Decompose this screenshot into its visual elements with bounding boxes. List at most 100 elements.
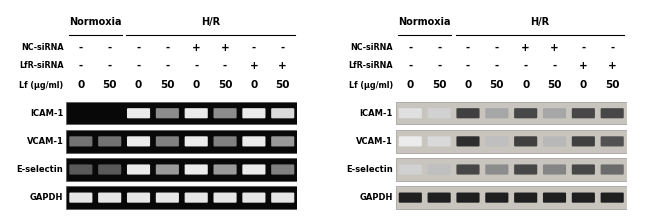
FancyBboxPatch shape bbox=[457, 192, 479, 203]
Text: +: + bbox=[278, 61, 287, 71]
Text: -: - bbox=[523, 61, 528, 71]
FancyBboxPatch shape bbox=[572, 192, 595, 203]
Text: -: - bbox=[79, 43, 83, 53]
FancyBboxPatch shape bbox=[242, 136, 266, 146]
FancyBboxPatch shape bbox=[242, 164, 266, 175]
Text: +: + bbox=[192, 43, 201, 53]
FancyBboxPatch shape bbox=[514, 192, 537, 203]
Text: Lf (μg/ml): Lf (μg/ml) bbox=[19, 81, 63, 90]
FancyBboxPatch shape bbox=[485, 164, 508, 175]
FancyBboxPatch shape bbox=[127, 136, 150, 146]
FancyBboxPatch shape bbox=[457, 136, 479, 146]
Text: -: - bbox=[408, 43, 412, 53]
FancyBboxPatch shape bbox=[514, 164, 537, 175]
FancyBboxPatch shape bbox=[213, 108, 236, 118]
FancyBboxPatch shape bbox=[428, 108, 451, 118]
FancyBboxPatch shape bbox=[485, 192, 508, 203]
Text: -: - bbox=[495, 43, 499, 53]
FancyBboxPatch shape bbox=[601, 192, 624, 203]
Text: -: - bbox=[280, 43, 285, 53]
FancyBboxPatch shape bbox=[69, 192, 92, 203]
FancyBboxPatch shape bbox=[69, 136, 92, 146]
Text: VCAM-1: VCAM-1 bbox=[26, 137, 63, 146]
Text: Normoxia: Normoxia bbox=[69, 17, 121, 27]
Bar bbox=[396, 130, 627, 153]
FancyBboxPatch shape bbox=[127, 164, 150, 175]
Text: E-selectin: E-selectin bbox=[346, 165, 393, 174]
Text: 50: 50 bbox=[275, 80, 290, 90]
FancyBboxPatch shape bbox=[156, 192, 179, 203]
Text: -: - bbox=[194, 61, 198, 71]
FancyBboxPatch shape bbox=[399, 108, 422, 118]
Text: +: + bbox=[521, 43, 530, 53]
Bar bbox=[396, 186, 627, 209]
Bar bbox=[67, 130, 297, 153]
FancyBboxPatch shape bbox=[572, 136, 595, 146]
Text: -: - bbox=[165, 61, 169, 71]
Text: -: - bbox=[437, 61, 441, 71]
FancyBboxPatch shape bbox=[98, 192, 121, 203]
Text: -: - bbox=[136, 61, 141, 71]
FancyBboxPatch shape bbox=[156, 136, 179, 146]
Bar bbox=[396, 102, 627, 124]
Text: 0: 0 bbox=[522, 80, 529, 90]
Text: +: + bbox=[579, 61, 588, 71]
Text: -: - bbox=[466, 43, 470, 53]
FancyBboxPatch shape bbox=[514, 108, 537, 118]
Text: +: + bbox=[608, 61, 616, 71]
FancyBboxPatch shape bbox=[69, 164, 92, 175]
Text: -: - bbox=[223, 61, 227, 71]
FancyBboxPatch shape bbox=[543, 136, 566, 146]
Text: LfR-siRNA: LfR-siRNA bbox=[19, 61, 63, 70]
Text: 0: 0 bbox=[579, 80, 587, 90]
Text: NC-siRNA: NC-siRNA bbox=[350, 43, 393, 52]
FancyBboxPatch shape bbox=[428, 164, 451, 175]
FancyBboxPatch shape bbox=[485, 136, 508, 146]
FancyBboxPatch shape bbox=[98, 136, 121, 146]
FancyBboxPatch shape bbox=[271, 164, 295, 175]
Text: -: - bbox=[408, 61, 412, 71]
Text: VCAM-1: VCAM-1 bbox=[356, 137, 393, 146]
Text: +: + bbox=[221, 43, 229, 53]
Text: -: - bbox=[437, 43, 441, 53]
FancyBboxPatch shape bbox=[457, 108, 479, 118]
Text: +: + bbox=[550, 43, 559, 53]
Text: 50: 50 bbox=[432, 80, 446, 90]
FancyBboxPatch shape bbox=[514, 136, 537, 146]
FancyBboxPatch shape bbox=[572, 108, 595, 118]
Text: -: - bbox=[581, 43, 585, 53]
FancyBboxPatch shape bbox=[185, 164, 208, 175]
FancyBboxPatch shape bbox=[185, 192, 208, 203]
FancyBboxPatch shape bbox=[127, 108, 150, 118]
Text: E-selectin: E-selectin bbox=[17, 165, 63, 174]
Text: 0: 0 bbox=[78, 80, 85, 90]
Text: NC-siRNA: NC-siRNA bbox=[21, 43, 63, 52]
Text: LfR-siRNA: LfR-siRNA bbox=[348, 61, 393, 70]
FancyBboxPatch shape bbox=[213, 192, 236, 203]
Bar bbox=[67, 158, 297, 181]
Text: +: + bbox=[249, 61, 258, 71]
FancyBboxPatch shape bbox=[543, 108, 566, 118]
FancyBboxPatch shape bbox=[572, 164, 595, 175]
Text: GAPDH: GAPDH bbox=[30, 193, 63, 202]
Text: -: - bbox=[108, 61, 112, 71]
FancyBboxPatch shape bbox=[399, 164, 422, 175]
Text: -: - bbox=[108, 43, 112, 53]
FancyBboxPatch shape bbox=[271, 136, 295, 146]
FancyBboxPatch shape bbox=[185, 108, 208, 118]
Text: ICAM-1: ICAM-1 bbox=[360, 109, 393, 118]
Text: ICAM-1: ICAM-1 bbox=[30, 109, 63, 118]
Text: H/R: H/R bbox=[530, 17, 550, 27]
Text: Normoxia: Normoxia bbox=[399, 17, 451, 27]
Text: 50: 50 bbox=[103, 80, 117, 90]
FancyBboxPatch shape bbox=[185, 136, 208, 146]
FancyBboxPatch shape bbox=[156, 164, 179, 175]
Bar bbox=[396, 158, 627, 181]
FancyBboxPatch shape bbox=[271, 108, 295, 118]
Text: 50: 50 bbox=[490, 80, 504, 90]
Text: Lf (μg/ml): Lf (μg/ml) bbox=[349, 81, 393, 90]
FancyBboxPatch shape bbox=[601, 108, 624, 118]
FancyBboxPatch shape bbox=[428, 136, 451, 146]
Bar bbox=[67, 102, 297, 124]
FancyBboxPatch shape bbox=[242, 192, 266, 203]
